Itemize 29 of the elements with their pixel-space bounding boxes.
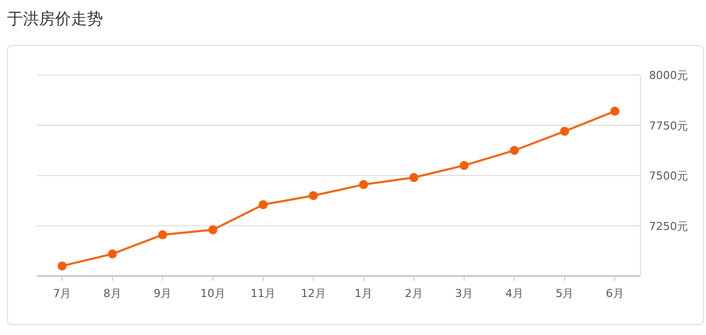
point bbox=[359, 180, 368, 190]
y-tick-label: 7750元 bbox=[649, 119, 688, 132]
x-tick-label: 2月 bbox=[404, 287, 423, 300]
x-tick-label: 7月 bbox=[53, 287, 72, 300]
x-tick-label: 12月 bbox=[300, 287, 326, 300]
point bbox=[510, 146, 519, 155]
y-tick-label: 7500元 bbox=[649, 170, 688, 182]
x-tick-label: 6月 bbox=[606, 287, 624, 300]
point bbox=[460, 160, 469, 170]
x-tick-label: 1月 bbox=[354, 287, 373, 300]
x-tick-label: 3月 bbox=[455, 287, 474, 300]
point bbox=[560, 126, 570, 136]
point bbox=[610, 106, 620, 116]
point bbox=[258, 200, 268, 210]
point bbox=[58, 261, 67, 270]
x-tick-label: 9月 bbox=[154, 287, 172, 300]
point bbox=[208, 225, 218, 234]
y-tick-label: 8000元 bbox=[649, 69, 688, 82]
y-tick-label: 7250元 bbox=[649, 220, 688, 233]
point bbox=[308, 191, 318, 200]
point bbox=[409, 173, 418, 182]
point bbox=[158, 230, 168, 240]
chart-title: 于洪房价走势 bbox=[7, 9, 103, 28]
point bbox=[108, 249, 117, 258]
x-tick-label: 4月 bbox=[505, 287, 524, 300]
x-tick-label: 8月 bbox=[103, 287, 122, 300]
x-tick-label: 5月 bbox=[556, 287, 574, 300]
x-tick-label: 11月 bbox=[250, 287, 276, 300]
x-tick-label: 10月 bbox=[200, 287, 226, 300]
